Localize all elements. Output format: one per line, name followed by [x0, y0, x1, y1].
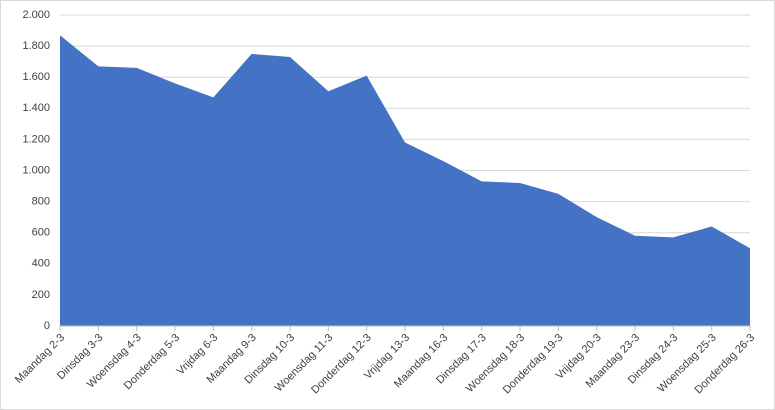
y-tick-label: 400: [32, 258, 50, 270]
y-tick-label: 1.200: [22, 133, 50, 145]
y-tick-label: 800: [32, 196, 50, 208]
y-tick-label: 1.800: [22, 40, 50, 52]
y-tick-label: 0: [44, 320, 50, 332]
y-tick-label: 2.000: [22, 9, 50, 21]
y-tick-label: 1.600: [22, 71, 50, 83]
y-tick-label: 1.000: [22, 164, 50, 176]
y-tick-label: 200: [32, 289, 50, 301]
y-tick-label: 1.400: [22, 102, 50, 114]
area: [60, 35, 750, 327]
y-tick-label: 600: [32, 227, 50, 239]
